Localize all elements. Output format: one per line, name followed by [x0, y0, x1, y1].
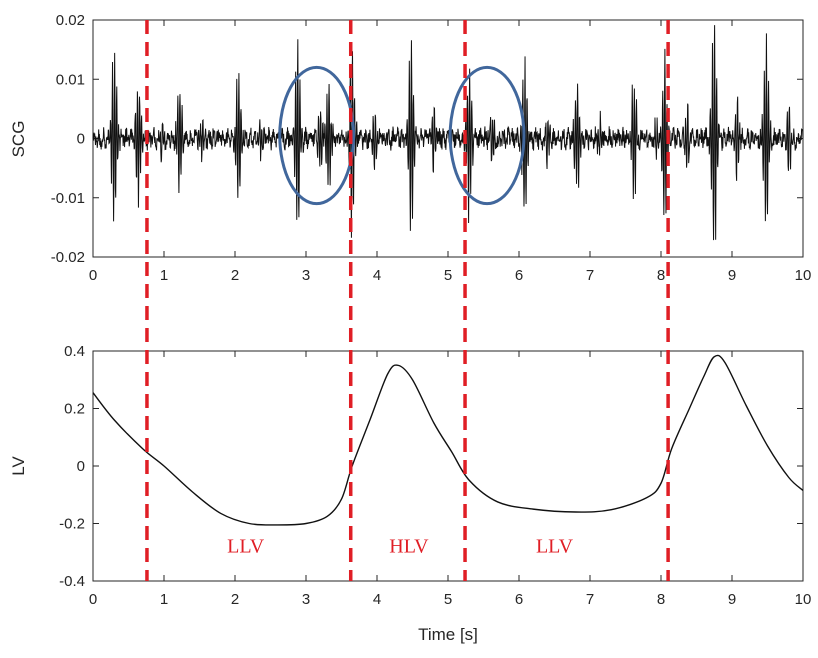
region-labels: LLV HLV LLV — [227, 535, 573, 557]
lv-x-tick-label: 4 — [373, 591, 381, 608]
lv-x-tick-label: 7 — [586, 591, 594, 608]
region-label: HLV — [389, 535, 429, 557]
lv-y-tick-label: 0.2 — [64, 401, 85, 418]
scg-y-tick-label: 0.01 — [56, 71, 85, 88]
highlight-ellipse — [448, 65, 526, 206]
scg-x-tick-label: 3 — [302, 267, 310, 284]
scg-x-tick-label: 8 — [657, 267, 665, 284]
lv-series — [92, 354, 804, 526]
highlight-ellipse — [278, 65, 356, 206]
scg-x-tick-label: 4 — [373, 267, 381, 284]
scg-x-tick-label: 9 — [728, 267, 736, 284]
scg-x-tick-label: 5 — [444, 267, 452, 284]
lv-plot-area — [92, 350, 804, 582]
scg-panel: -0.02 -0.01 0 0.01 0.02 0 1 2 3 4 5 6 7 8 9 10 SCG — [9, 12, 811, 284]
lv-x-tick-label: 6 — [515, 591, 523, 608]
lv-x-tick-label: 8 — [657, 591, 665, 608]
scg-x-tick-label: 0 — [89, 267, 97, 284]
lv-x-tick-label: 0 — [89, 591, 97, 608]
scg-x-tick-label: 1 — [160, 267, 168, 284]
scg-x-tick-label: 7 — [586, 267, 594, 284]
lv-y-tick-label: -0.4 — [59, 573, 85, 590]
scg-x-tick-label: 2 — [231, 267, 239, 284]
lv-y-tick-label: -0.2 — [59, 516, 85, 533]
lv-y-axis: -0.4 -0.2 0 0.2 0.4 — [59, 343, 803, 590]
separator-lines — [145, 20, 670, 581]
lv-x-tick-label: 10 — [795, 591, 812, 608]
scg-x-tick-label: 10 — [795, 267, 812, 284]
scg-line — [92, 25, 804, 241]
lv-panel: -0.4 -0.2 0 0.2 0.4 0 1 2 3 4 5 6 7 8 9 10 LV Time [s]… — [9, 343, 811, 644]
lv-x-tick-label: 2 — [231, 591, 239, 608]
scg-y-tick-label: -0.02 — [51, 249, 85, 266]
lv-line — [92, 354, 804, 526]
lv-x-tick-label: 9 — [728, 591, 736, 608]
scg-y-tick-label: -0.01 — [51, 190, 85, 207]
lv-y-tick-label: 0.4 — [64, 343, 85, 360]
scg-series — [92, 25, 804, 241]
scg-y-axis-label: SCG — [9, 121, 28, 158]
highlight-ellipses — [278, 65, 526, 206]
scg-y-tick-label: 0 — [77, 131, 85, 148]
scg-x-axis: 0 1 2 3 4 5 6 7 8 9 10 — [89, 20, 812, 284]
region-label: LLV — [536, 535, 574, 557]
scg-y-tick-label: 0.02 — [56, 12, 85, 29]
lv-x-tick-label: 5 — [444, 591, 452, 608]
region-label: LLV — [227, 535, 265, 557]
lv-x-tick-label: 3 — [302, 591, 310, 608]
lv-x-tick-label: 1 — [160, 591, 168, 608]
lv-y-tick-label: 0 — [77, 458, 85, 475]
scg-x-tick-label: 6 — [515, 267, 523, 284]
lv-y-axis-label: LV — [9, 456, 28, 476]
x-axis-label: Time [s] — [418, 625, 478, 644]
lv-x-axis: 0 1 2 3 4 5 6 7 8 9 10 — [89, 351, 812, 608]
